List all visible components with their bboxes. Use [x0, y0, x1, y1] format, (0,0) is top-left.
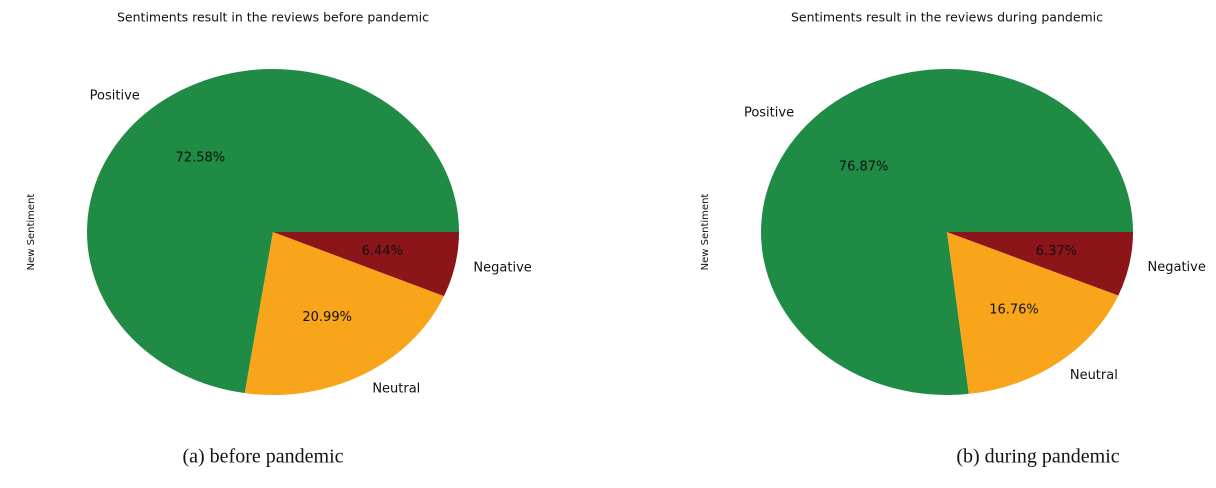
value-label: 6.44% [362, 244, 403, 259]
caption: (b) during pandemic [956, 446, 1119, 468]
slice-label: Positive [744, 105, 794, 120]
pie-wedge [87, 68, 459, 394]
value-label: 16.76% [989, 303, 1039, 318]
y-axis-label: New Sentiment [26, 194, 37, 271]
y-axis-label: New Sentiment [700, 194, 711, 271]
chart-title: Sentiments result in the reviews before … [117, 10, 429, 25]
value-label: 76.87% [839, 160, 889, 175]
slice-label: Negative [473, 261, 531, 276]
value-label: 6.37% [1036, 244, 1077, 259]
caption: (a) before pandemic [182, 446, 343, 468]
slice-label: Negative [1148, 260, 1206, 275]
value-label: 20.99% [302, 310, 352, 325]
pie-wedge [947, 232, 1119, 394]
pie-wedge [947, 232, 1133, 296]
slice-label: Neutral [1070, 368, 1118, 383]
chart-title: Sentiments result in the reviews during … [791, 10, 1103, 25]
pie-wedge [273, 232, 459, 297]
slice-label: Positive [90, 88, 140, 103]
pie-wedge [244, 232, 444, 395]
value-label: 72.58% [176, 150, 226, 165]
slice-label: Neutral [372, 381, 420, 396]
